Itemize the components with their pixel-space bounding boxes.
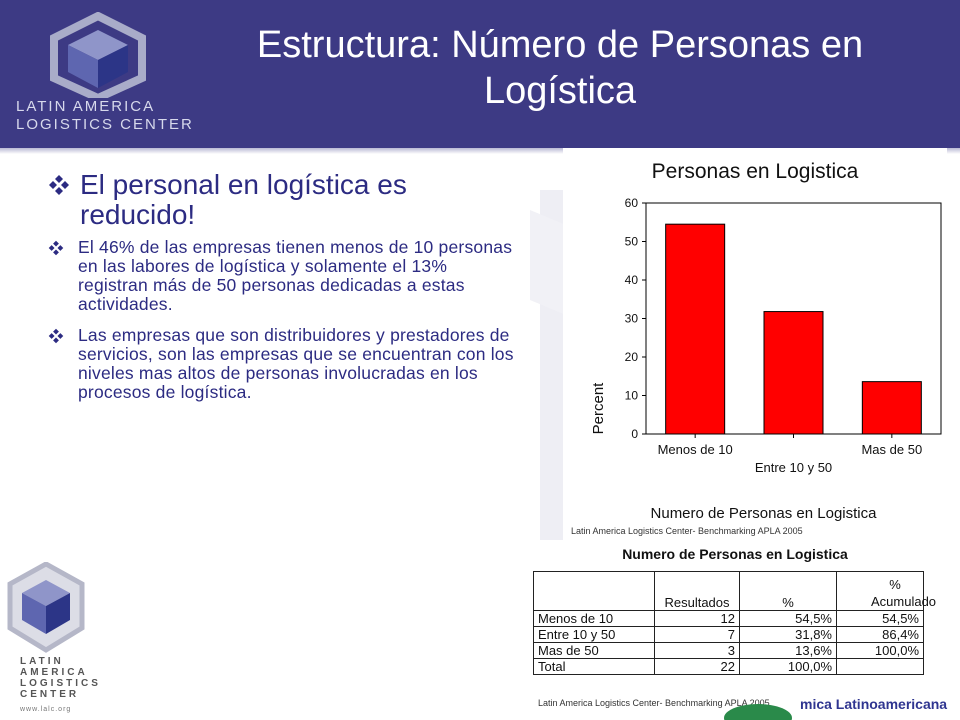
logo-line2: LOGISTICS CENTER (16, 116, 194, 133)
x-tick-label: Entre 10 y 50 (755, 460, 832, 475)
chart-title: Personas en Logistica (651, 160, 859, 183)
table-cell: Total (533, 658, 655, 675)
table-cell: Entre 10 y 50 (533, 626, 655, 643)
table-panel: Numero de Personas en Logistica Resultad… (530, 540, 956, 720)
table-header-cell: Resultados (654, 571, 740, 611)
table-cell: Menos de 10 (533, 610, 655, 627)
bar-chart: 0 10 20 30 40 50 60 Menos de 10 Entre 10 y 50 Mas… (590, 196, 942, 522)
chart-source: Latin America Logistics Center- Benchmar… (571, 526, 803, 536)
y-axis-label: Percent (590, 382, 607, 435)
x-axis-label: Numero de Personas en Logistica (651, 505, 878, 522)
table-cell: 7 (654, 626, 740, 643)
lalc-logo-bottom: LATIN AMERICA LOGISTICS CENTER www.lalc.… (0, 560, 100, 720)
bullet-text-area: El personal en logística es reducido! El… (48, 170, 518, 414)
table-cell: 13,6% (739, 642, 837, 659)
brand-globe-icon (724, 704, 792, 720)
bottom-brand-text: mica Latinoamericana (800, 696, 948, 712)
table-row: Total 22 100,0% (533, 658, 924, 675)
bottom-logo-text: LATIN AMERICA LOGISTICS CENTER (20, 656, 101, 700)
header-shadow (0, 148, 960, 154)
bottom-logo-line: CENTER (20, 689, 80, 700)
table-cell: 12 (654, 610, 740, 627)
cube-logo-icon (7, 562, 85, 653)
bottom-logo-line: AMERICA (20, 667, 88, 678)
y-tick-label: 60 (625, 196, 639, 210)
sub-bullet-2: Las empresas que son distribuidores y pr… (48, 326, 518, 402)
logo-line1: LATIN AMERICA (16, 98, 156, 115)
sub-bullet-2-text: Las empresas que son distribuidores y pr… (78, 325, 514, 402)
y-tick-label: 20 (625, 350, 639, 364)
page-title: Estructura: Número de Personas en Logíst… (256, 24, 864, 112)
x-tick-label: Mas de 50 (861, 442, 922, 457)
x-tick-label: Menos de 10 (658, 442, 733, 457)
bottom-logo-url: www.lalc.org (20, 706, 72, 713)
table-cell: 22 (654, 658, 740, 675)
table-cell: 86,4% (836, 626, 924, 643)
table-cell: 31,8% (739, 626, 837, 643)
bottom-brand: mica Latinoamericana (714, 692, 960, 720)
diamond-bullet-icon (48, 240, 64, 256)
header-bar: LATIN AMERICA LOGISTICS CENTER Estructur… (0, 0, 960, 148)
y-tick-label: 40 (625, 273, 639, 287)
table-cell: 54,5% (836, 610, 924, 627)
y-tick-label: 30 (625, 312, 639, 326)
bar (763, 311, 824, 435)
cube-logo-icon (50, 12, 146, 98)
table-cell: Mas de 50 (533, 642, 655, 659)
results-table: Resultados % % Acumulado Menos de 10 12 … (533, 571, 936, 675)
table-header-cell: % Acumulado (836, 571, 936, 611)
main-bullet-text: El personal en logística es reducido! (80, 169, 407, 230)
diamond-bullet-icon (48, 328, 64, 344)
table-row: Menos de 10 12 54,5% 54,5% (533, 610, 924, 627)
bottom-logo-line: LATIN (20, 656, 64, 667)
sub-bullet-1: El 46% de las empresas tienen menos de 1… (48, 238, 518, 314)
y-tick-label: 0 (631, 427, 638, 441)
sub-bullet-1-text: El 46% de las empresas tienen menos de 1… (78, 237, 513, 314)
table-header-cell: % (739, 571, 837, 611)
table-cell: 100,0% (836, 642, 924, 659)
table-source: Latin America Logistics Center- Benchmar… (538, 698, 770, 708)
table-cell: 100,0% (739, 658, 837, 675)
chart-panel: 0 10 20 30 40 50 60 Menos de 10 Entre 10 y 50 Mas… (563, 148, 947, 540)
diamond-bullet-icon (49, 175, 69, 195)
lalc-logo: LATIN AMERICA LOGISTICS CENTER (10, 12, 192, 138)
y-tick-label: 50 (625, 235, 639, 249)
bottom-logo-line: LOGISTICS (20, 678, 101, 689)
main-bullet: El personal en logística es reducido! (48, 170, 518, 230)
table-row: Mas de 50 3 13,6% 100,0% (533, 642, 924, 659)
table-header-cell (533, 571, 655, 611)
bar (861, 381, 922, 435)
table-header-row: Resultados % % Acumulado (533, 571, 936, 611)
table-title: Numero de Personas en Logistica (622, 546, 848, 562)
bar (665, 223, 726, 435)
table-cell (836, 658, 924, 675)
table-row: Entre 10 y 50 7 31,8% 86,4% (533, 626, 924, 643)
table-cell: 3 (654, 642, 740, 659)
table-cell: 54,5% (739, 610, 837, 627)
y-tick-label: 10 (625, 389, 639, 403)
